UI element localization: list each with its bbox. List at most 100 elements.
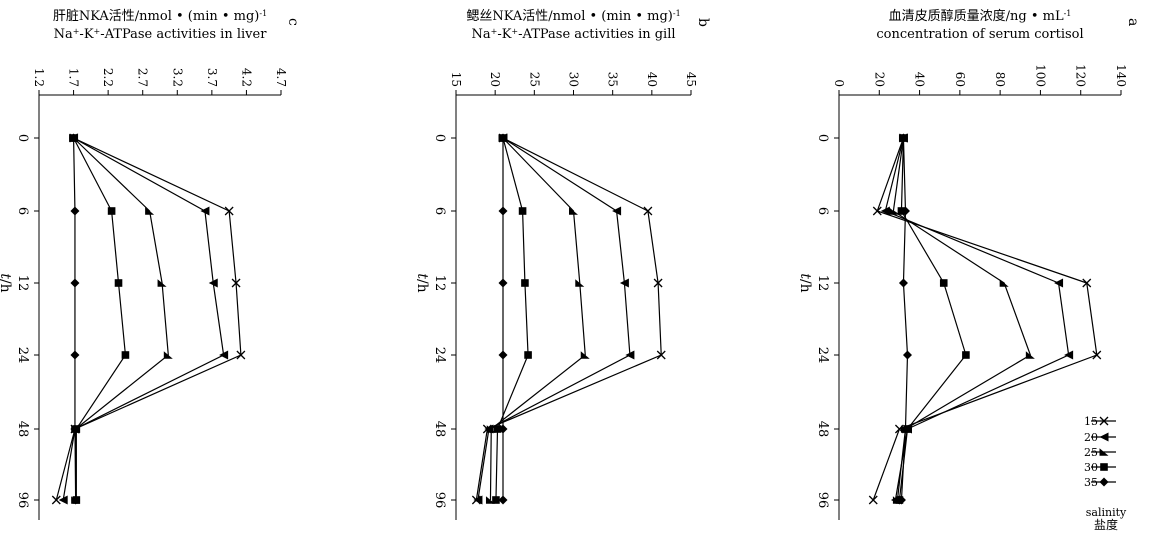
data-point bbox=[498, 206, 508, 216]
data-point bbox=[498, 495, 508, 505]
series-line bbox=[55, 137, 242, 501]
x-tick-label: 0 bbox=[815, 134, 830, 142]
legend-label: 35 bbox=[1084, 476, 1098, 489]
series-line bbox=[73, 137, 127, 500]
legend-item: 35 bbox=[1084, 476, 1116, 489]
x-axis-title-italic: t bbox=[414, 273, 430, 279]
y-axis-title-cn-sup: -1 bbox=[259, 9, 267, 18]
data-point bbox=[625, 350, 635, 360]
data-point bbox=[70, 350, 80, 360]
data-point bbox=[70, 424, 80, 434]
marker-x-stroke bbox=[898, 133, 908, 143]
data-point bbox=[493, 425, 502, 433]
data-point bbox=[473, 495, 483, 505]
y-axis-title-cn-sup: -1 bbox=[1064, 9, 1072, 18]
data-point bbox=[200, 206, 210, 216]
series-line bbox=[475, 137, 662, 501]
series-line bbox=[489, 137, 586, 501]
legend-marker bbox=[1099, 432, 1109, 442]
legend-marker bbox=[1099, 416, 1109, 426]
y-tick-label: 60 bbox=[953, 72, 967, 87]
y-tick-label: 35 bbox=[606, 72, 620, 87]
y-tick-label: 1.2 bbox=[32, 68, 46, 87]
panel-letter: b bbox=[695, 18, 711, 27]
data-point bbox=[224, 206, 234, 216]
series-line bbox=[477, 137, 631, 501]
y-axis-title-en-sup: + bbox=[511, 27, 518, 36]
y-tick-label: 80 bbox=[993, 72, 1007, 87]
legend-label: 20 bbox=[1084, 431, 1098, 444]
y-axis-title-en: Na+-K+-ATPase activities in gill bbox=[471, 27, 675, 43]
x-axis-title-unit: /h bbox=[0, 279, 13, 293]
series-30 bbox=[895, 134, 970, 504]
marker-x-stroke bbox=[1092, 350, 1102, 360]
y-tick-label: 4.7 bbox=[274, 68, 288, 87]
marker-x-stroke bbox=[1099, 416, 1109, 426]
series-15 bbox=[868, 133, 1102, 505]
data-point bbox=[890, 495, 900, 505]
data-point bbox=[656, 350, 666, 360]
y-axis-title-cn-text: 鳃丝NKA活性/nmol • (min • mg) bbox=[466, 9, 673, 24]
x-tick-label: 0 bbox=[432, 134, 447, 142]
data-point bbox=[524, 351, 532, 359]
series-35 bbox=[498, 133, 508, 505]
y-tick-label: 100 bbox=[1033, 64, 1047, 87]
marker-x-stroke bbox=[656, 350, 666, 360]
legend-title-en: salinity bbox=[1086, 506, 1127, 519]
x-tick-label: 12 bbox=[15, 275, 30, 292]
legend-label: 25 bbox=[1084, 446, 1098, 459]
y-axis-title-cn-sup: -1 bbox=[673, 9, 681, 18]
data-point bbox=[868, 495, 878, 505]
data-point bbox=[962, 351, 970, 359]
series-20 bbox=[880, 133, 1074, 505]
y-tick-label: 45 bbox=[684, 72, 698, 87]
x-tick-label: 96 bbox=[432, 492, 447, 509]
y-tick-label: 1.7 bbox=[67, 68, 81, 87]
marker-x-stroke bbox=[653, 278, 663, 288]
data-point bbox=[902, 424, 912, 434]
x-tick-label: 24 bbox=[15, 347, 30, 364]
x-tick-label: 48 bbox=[815, 421, 830, 438]
panel-letter: a bbox=[1125, 18, 1141, 26]
data-point bbox=[897, 207, 906, 215]
data-point bbox=[231, 278, 241, 288]
x-tick-label: 6 bbox=[432, 207, 447, 215]
data-point bbox=[219, 350, 229, 360]
y-axis-title-en-sup: + bbox=[94, 27, 101, 36]
series-line bbox=[495, 137, 529, 501]
marker-x-stroke bbox=[69, 133, 79, 143]
y-tick-label: 3.2 bbox=[170, 68, 184, 87]
data-point bbox=[939, 279, 948, 287]
series-35 bbox=[69, 133, 81, 505]
marker-x-stroke bbox=[471, 495, 481, 505]
series-15 bbox=[51, 133, 246, 505]
x-tick-label: 12 bbox=[815, 275, 830, 292]
y-tick-label: 20 bbox=[488, 72, 502, 87]
x-axis-title-italic: t bbox=[797, 273, 813, 279]
data-point bbox=[121, 351, 130, 359]
x-tick-label: 96 bbox=[815, 492, 830, 509]
data-point bbox=[58, 495, 68, 505]
series-line bbox=[884, 137, 1070, 501]
y-tick-label: 2.7 bbox=[136, 68, 150, 87]
data-point bbox=[236, 350, 246, 360]
data-point bbox=[898, 278, 908, 288]
data-point bbox=[894, 424, 904, 434]
data-point bbox=[1064, 350, 1074, 360]
y-tick-label: 40 bbox=[913, 72, 927, 87]
data-point bbox=[1054, 278, 1064, 288]
data-point bbox=[580, 351, 590, 359]
y-tick-label: 140 bbox=[1114, 64, 1128, 87]
data-point bbox=[145, 207, 155, 215]
marker-x-stroke bbox=[231, 278, 241, 288]
y-tick-label: 25 bbox=[527, 72, 541, 87]
series-line bbox=[898, 137, 967, 501]
x-tick-label: 48 bbox=[15, 421, 30, 438]
data-point bbox=[1082, 278, 1092, 288]
data-point bbox=[518, 207, 527, 215]
legend-item: 25 bbox=[1084, 446, 1116, 459]
legend-item: 30 bbox=[1084, 461, 1116, 474]
x-axis-title-unit: /h bbox=[797, 279, 813, 293]
